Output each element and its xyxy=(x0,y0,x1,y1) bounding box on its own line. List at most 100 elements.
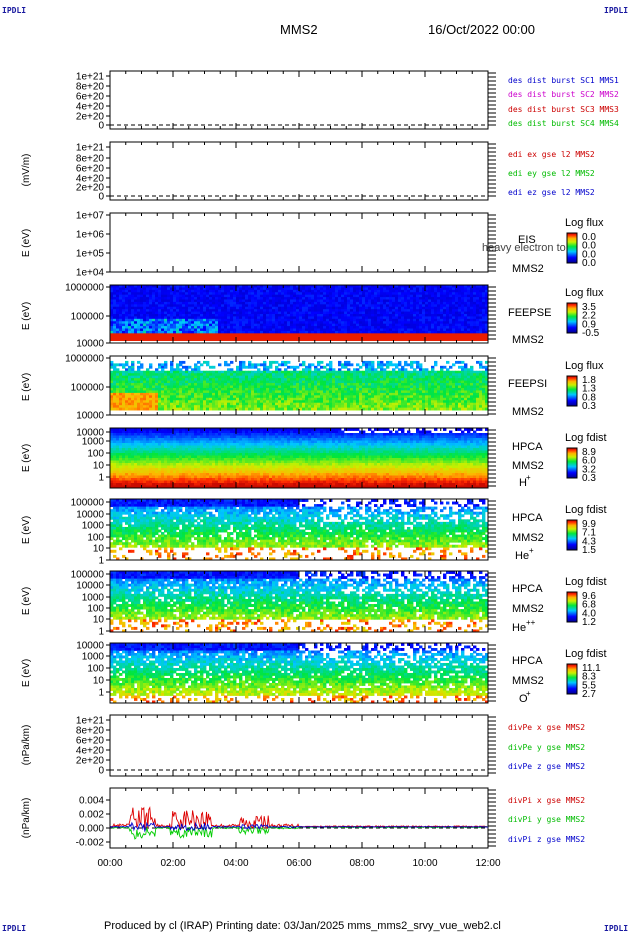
corner-logo-bl: IPDLI xyxy=(2,924,27,933)
y-axis-label-hpca-hepp: E (eV) xyxy=(21,587,32,615)
frame-divpi xyxy=(109,787,489,849)
y-tick-label-hpca-o: 1000 xyxy=(82,652,105,663)
y-tick-label-hpca-he: 1000 xyxy=(82,521,105,532)
spacecraft-label-feepsi: MMS2 xyxy=(512,406,544,418)
y-tick-label-divpe: 0 xyxy=(98,766,104,777)
time-tick-label: 12:00 xyxy=(475,858,500,869)
colorbar-tick-eis: 0.0 xyxy=(582,249,596,260)
legend-entry-des-dist: des dist burst SC3 MMS3 xyxy=(508,105,619,114)
corner-logo-tr: IPDLI xyxy=(604,6,629,15)
colorbar-title-hpca-h: Log fdist xyxy=(565,432,607,444)
species-label-hpca-o: O xyxy=(519,693,528,705)
frame-eis xyxy=(109,212,489,273)
colorbar-tick-hpca-he: 7.1 xyxy=(582,528,596,539)
y-tick-label-edi: 1e+21 xyxy=(76,143,105,154)
colorbar-hpca-hepp xyxy=(566,591,578,623)
corner-logo-br: IPDLI xyxy=(604,924,629,933)
species-charge-hpca-o: + xyxy=(526,689,531,698)
legend-entry-divpe: divPe y gse MMS2 xyxy=(508,743,585,752)
y-tick-label-divpe: 6e+20 xyxy=(76,736,105,747)
y-tick-label-hpca-hepp: 100 xyxy=(87,604,104,615)
time-tick-label: 02:00 xyxy=(160,858,185,869)
colorbar-feepsi xyxy=(566,375,578,407)
y-tick-label-divpe: 2e+20 xyxy=(76,756,105,767)
spacecraft-label-hpca-h: MMS2 xyxy=(512,460,544,472)
y-tick-label-feepsi: 100000 xyxy=(71,383,105,394)
y-tick-label-hpca-he: 10 xyxy=(93,544,105,555)
y-tick-label-hpca-hepp: 10 xyxy=(93,615,105,626)
y-tick-label-hpca-he: 100000 xyxy=(71,498,105,509)
colorbar-tick-feepse: 0.9 xyxy=(582,319,596,330)
y-tick-label-divpi: -0.002 xyxy=(76,838,105,849)
y-tick-label-feepsi: 1000000 xyxy=(65,354,104,365)
legend-entry-edi: edi ey gse l2 MMS2 xyxy=(508,169,595,178)
colorbar-tick-eis: 0.0 xyxy=(582,241,596,252)
colorbar-title-hpca-hepp: Log fdist xyxy=(565,576,607,588)
panel-eis: 1e+07 1e+06 1e+05 1e+04 E (eV) EIS MMS2 heavy e… xyxy=(21,211,604,279)
legend-entry-des-dist: des dist burst SC1 MMS1 xyxy=(508,76,619,85)
frame-divpe xyxy=(109,714,489,777)
y-axis-label-hpca-h: E (eV) xyxy=(21,444,32,472)
panel-divpi: 0.004 0.002 0.000 -0.002 (nPa/km) divPi x gse… xyxy=(21,787,585,849)
instrument-label-hpca-h: HPCA xyxy=(512,441,543,453)
time-tick-label: 00:00 xyxy=(97,858,122,869)
spacecraft-label-eis: MMS2 xyxy=(512,263,544,275)
instrument-label-feepse: FEEPSE xyxy=(508,307,551,319)
y-tick-label-hpca-he: 10000 xyxy=(76,510,104,521)
y-tick-label-edi: 2e+20 xyxy=(76,183,105,194)
y-axis-label-eis: E (eV) xyxy=(21,229,32,257)
colorbar-feepse xyxy=(566,302,578,334)
y-axis-label-divpi: (nPa/km) xyxy=(21,798,32,839)
species-charge-hpca-he: + xyxy=(529,546,534,555)
series-line-divPi-x-gse-MMS2 xyxy=(109,806,489,831)
y-axis-label-feepse: E (eV) xyxy=(21,302,32,330)
time-tick-label: 08:00 xyxy=(349,858,374,869)
heatmap-hpca-he xyxy=(110,499,489,561)
colorbar-hpca-o xyxy=(566,663,578,695)
colorbar-tick-feepsi: 1.8 xyxy=(582,375,596,386)
y-tick-label-edi: 4e+20 xyxy=(76,174,105,185)
y-axis-label-hpca-he: E (eV) xyxy=(21,516,32,544)
y-axis-label-feepsi: E (eV) xyxy=(21,373,32,401)
overlay-text-eis: heavy electron to xyxy=(482,242,566,254)
colorbar-title-feepsi: Log flux xyxy=(565,360,604,372)
colorbar-title-eis: Log flux xyxy=(565,217,604,229)
colorbar-tick-hpca-o: 8.3 xyxy=(582,672,596,683)
y-tick-label-eis: 1e+04 xyxy=(76,268,105,279)
colorbar-tick-hpca-o: 11.1 xyxy=(582,663,601,674)
heatmap-hpca-hepp xyxy=(110,571,489,633)
colorbar-tick-hpca-h: 0.3 xyxy=(582,473,596,484)
colorbar-tick-hpca-o: 2.7 xyxy=(582,689,596,700)
y-tick-label-hpca-o: 1 xyxy=(98,688,104,699)
y-tick-label-des-dist: 8e+20 xyxy=(76,82,105,93)
colorbar-tick-hpca-he: 4.3 xyxy=(582,536,596,547)
y-tick-label-des-dist: 6e+20 xyxy=(76,92,105,103)
spacecraft-label-feepse: MMS2 xyxy=(512,334,544,346)
colorbar-title-feepse: Log flux xyxy=(565,287,604,299)
y-tick-label-hpca-h: 1000 xyxy=(82,437,105,448)
instrument-label-hpca-he: HPCA xyxy=(512,512,543,524)
y-tick-label-hpca-o: 10000 xyxy=(76,641,104,652)
heatmap-hpca-h xyxy=(110,428,489,489)
species-label-hpca-he: He xyxy=(515,550,529,562)
y-tick-label-edi: 0 xyxy=(98,192,104,203)
colorbar-tick-hpca-hepp: 4.0 xyxy=(582,608,596,619)
colorbar-tick-feepsi: 0.3 xyxy=(582,401,596,412)
y-tick-label-divpe: 1e+21 xyxy=(76,716,105,727)
y-tick-label-des-dist: 4e+20 xyxy=(76,102,105,113)
y-tick-label-divpi: 0.004 xyxy=(79,796,104,807)
y-tick-label-edi: 8e+20 xyxy=(76,154,105,165)
y-tick-label-feepse: 100000 xyxy=(71,312,105,323)
footer-text: Produced by cl (IRAP) Printing date: 03/… xyxy=(104,920,501,932)
y-tick-label-des-dist: 1e+21 xyxy=(76,72,105,83)
colorbar-tick-hpca-hepp: 9.6 xyxy=(582,591,596,602)
colorbar-tick-hpca-he: 1.5 xyxy=(582,545,596,556)
y-tick-label-divpe: 4e+20 xyxy=(76,746,105,757)
colorbar-tick-eis: 0.0 xyxy=(582,232,596,243)
y-axis-label-edi: (mV/m) xyxy=(21,154,32,187)
instrument-label-hpca-o: HPCA xyxy=(512,655,543,667)
legend-entry-edi: edi ez gse l2 MMS2 xyxy=(508,188,595,197)
